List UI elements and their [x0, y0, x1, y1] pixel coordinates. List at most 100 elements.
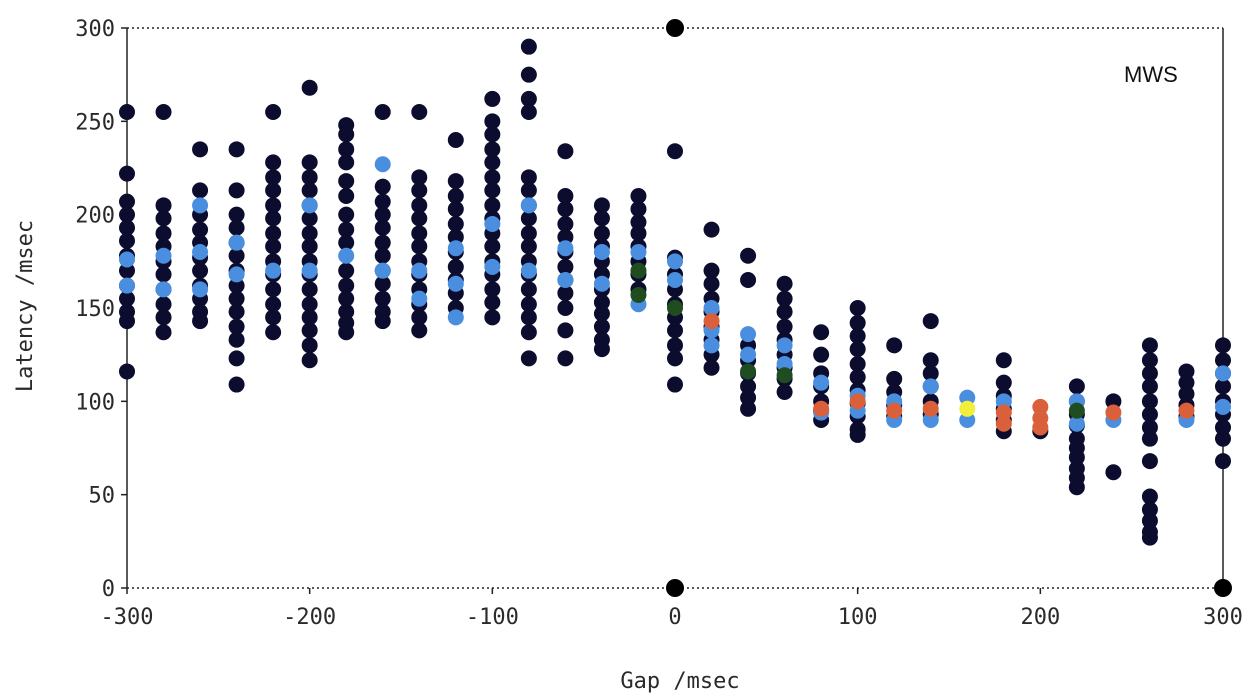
data-point-dark [265, 281, 282, 298]
data-point-dark [338, 324, 355, 341]
data-point-dark [374, 219, 391, 236]
data-point-dark [703, 262, 720, 279]
data-point-green [630, 262, 647, 279]
data-point-dark [119, 193, 135, 210]
data-point-dark [447, 216, 464, 232]
data-point-dark [374, 234, 391, 251]
data-point-dark [228, 141, 245, 158]
data-point-dark [484, 90, 501, 107]
data-point-dark [447, 258, 464, 275]
data-point-dark [703, 275, 720, 292]
data-point-dark [922, 313, 939, 330]
data-point-dark [447, 188, 464, 204]
data-point-blue [484, 258, 501, 275]
data-point-dark [703, 221, 720, 238]
data-point-dark [192, 221, 209, 238]
data-point-red [886, 402, 903, 419]
data-point-red [995, 404, 1012, 421]
data-point-dark [338, 277, 355, 294]
data-point-dark [557, 188, 574, 204]
data-point-green [630, 286, 647, 303]
data-point-blue [374, 262, 391, 279]
data-point-dark [813, 346, 830, 363]
x-tick-label: -200 [283, 605, 336, 630]
data-point-dark [338, 154, 355, 171]
data-point-blue [922, 378, 939, 395]
data-point-dark [520, 296, 537, 313]
data-point-dark [155, 309, 172, 326]
data-point-dark [886, 337, 903, 354]
data-point-dark [922, 365, 939, 382]
data-point-dark [593, 294, 610, 311]
data-point-dark [1068, 378, 1085, 395]
data-point-blue [265, 262, 282, 279]
data-point-dark [630, 201, 647, 218]
data-point-dark [447, 201, 464, 218]
data-point-dark [593, 210, 610, 227]
x-tick-label: -300 [101, 605, 154, 630]
data-point-dark [228, 303, 245, 320]
data-point-dark [374, 247, 391, 264]
data-point-dark [849, 369, 866, 386]
data-point-blue [447, 275, 464, 292]
data-point-dark [1215, 419, 1231, 436]
data-point-green [1068, 402, 1085, 419]
axis-marker-point [666, 19, 684, 37]
tick-labels: 0 50 100 150 200 250 300 -300 -200 -100 0 100 200 300 [75, 17, 1243, 630]
data-point-dark [520, 210, 537, 227]
data-point-blue [557, 272, 574, 288]
data-point-dark [849, 328, 866, 344]
data-point-dark [374, 178, 391, 195]
data-point-dark [484, 113, 501, 130]
data-point-dark [1141, 488, 1158, 505]
data-point-dark [849, 341, 866, 358]
data-point-dark [119, 206, 135, 223]
data-point-dark [411, 197, 428, 214]
x-axis-title: Gap /msec [620, 669, 739, 694]
data-point-blue [776, 356, 793, 372]
data-point-red [995, 415, 1012, 432]
data-point-dark [1141, 352, 1158, 369]
data-point-red [813, 400, 830, 417]
data-point-dark [338, 188, 355, 204]
y-axis-title: Latency /msec [13, 220, 38, 392]
data-point-dark [703, 359, 720, 376]
data-point-dark [630, 214, 647, 231]
data-point-dark [155, 104, 172, 120]
data-point-dark [374, 193, 391, 210]
data-point-blue [411, 262, 428, 279]
data-point-dark [886, 370, 903, 387]
data-point-dark [338, 303, 355, 320]
data-point-dark [1215, 352, 1231, 369]
data-point-dark [813, 324, 830, 341]
data-point-dark [484, 141, 501, 158]
data-point-blue [1068, 415, 1085, 432]
data-point-dark [520, 238, 537, 255]
data-point-blue [192, 281, 209, 298]
data-point-dark [557, 201, 574, 218]
data-point-dark [1141, 453, 1158, 470]
data-point-dark [411, 238, 428, 255]
data-point-dark [484, 238, 501, 255]
data-point-blue [301, 262, 318, 279]
data-point-dark [228, 376, 245, 393]
data-point-blue [593, 275, 610, 292]
data-point-dark [301, 238, 318, 255]
data-point-blue [119, 277, 135, 294]
data-point-dark [301, 210, 318, 227]
data-point-dark [301, 281, 318, 298]
data-point-dark [447, 229, 464, 246]
data-point-dark [1141, 365, 1158, 382]
data-point-dark [593, 305, 610, 322]
data-point-dark [1141, 430, 1158, 447]
data-point-dark [119, 363, 135, 380]
data-point-dark [338, 173, 355, 190]
y-tick-label: 150 [75, 297, 115, 322]
data-point-dark [1141, 378, 1158, 395]
data-point-dark [411, 210, 428, 227]
data-point-dark [411, 309, 428, 326]
data-point-dark [667, 143, 683, 160]
data-point-blue [155, 247, 172, 264]
data-point-dark [1178, 363, 1195, 380]
data-point-blue [667, 272, 683, 288]
